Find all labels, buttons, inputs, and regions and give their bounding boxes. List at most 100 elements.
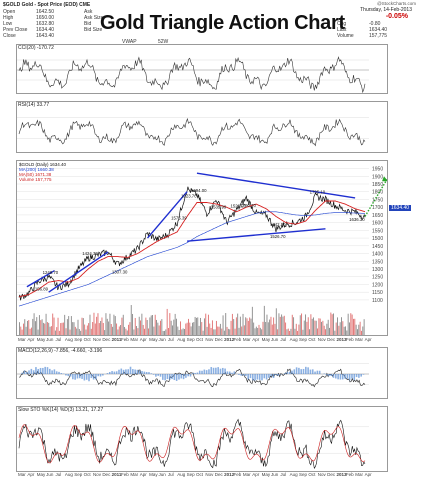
trend-line <box>196 172 356 199</box>
macd-histogram-bar <box>254 374 256 381</box>
volume-bar <box>176 318 177 335</box>
x-tick-label: Apr <box>27 472 35 477</box>
legend-price: $GOLD (Daily) 1634.40 <box>19 162 67 167</box>
macd-histogram-bar <box>307 367 309 374</box>
macd-histogram-bar <box>228 371 231 374</box>
macd-histogram-bar <box>275 374 277 376</box>
stat-last-value: 1634.40 <box>369 27 388 33</box>
volume-bar <box>238 327 240 335</box>
volume-bar <box>50 326 52 335</box>
volume-bar <box>314 320 316 335</box>
x-tick-label: Oct <box>196 337 204 342</box>
volume-bar <box>68 316 70 335</box>
volume-bar <box>275 308 277 335</box>
volume-bar <box>345 326 346 335</box>
volume-bar <box>237 313 239 335</box>
volume-bar <box>93 312 95 335</box>
price-annotation: 1575.39 <box>171 216 187 221</box>
volume-bar <box>81 317 83 335</box>
volume-bar <box>100 321 102 335</box>
volume-bar <box>214 329 216 335</box>
macd-histogram-bar <box>95 374 97 380</box>
volume-bar <box>128 324 130 335</box>
volume-bar <box>254 328 256 335</box>
x-tick-label: Jun <box>46 472 54 477</box>
macd-histogram-bar <box>291 370 293 374</box>
volume-bar <box>215 320 217 335</box>
price-y-tick: 1600 <box>372 221 383 227</box>
volume-bar <box>202 330 204 335</box>
macd-histogram-bar <box>337 374 339 380</box>
volume-bar <box>105 313 107 335</box>
volume-bar <box>329 327 330 335</box>
volume-bar <box>26 320 28 335</box>
x-tick-label: Aug <box>64 337 73 342</box>
macd-histogram-bar <box>53 369 56 374</box>
stat-high-label: High <box>3 15 14 21</box>
volume-bar <box>85 329 87 335</box>
x-tick-label: Aug <box>64 472 73 477</box>
volume-bar <box>309 329 311 335</box>
volume-bar <box>229 329 231 335</box>
volume-bar <box>184 328 185 335</box>
volume-bar <box>350 313 352 335</box>
volume-bar <box>36 317 38 335</box>
price-annotation: 1249.70 <box>43 270 59 275</box>
x-tick-label: Sep <box>299 337 308 342</box>
volume-bar <box>21 329 23 335</box>
volume-bar <box>267 322 269 335</box>
volume-bar <box>294 328 296 335</box>
x-tick-label: Sep <box>299 472 308 477</box>
volume-bar <box>137 328 139 335</box>
volume-bar <box>253 322 255 335</box>
macd-histogram-bar <box>106 373 109 374</box>
x-tick-label: Aug <box>289 472 298 477</box>
macd-histogram-bar <box>58 371 60 374</box>
macd-histogram-bar <box>302 368 305 374</box>
macd-histogram-bar <box>28 370 30 374</box>
macd-histogram-bar <box>332 374 335 378</box>
macd-histogram-bar <box>192 373 194 374</box>
macd-histogram-bar <box>355 374 358 378</box>
volume-bar <box>259 327 261 335</box>
volume-bar <box>161 319 163 335</box>
volume-bar <box>22 323 24 335</box>
volume-bar <box>42 322 44 335</box>
price-y-tick: 1700 <box>372 205 383 211</box>
stat-last-label: Last <box>337 27 347 33</box>
macd-histogram-bar <box>231 372 233 374</box>
macd-histogram-bar <box>166 374 169 380</box>
macd-histogram-bar <box>78 374 81 379</box>
volume-bar <box>298 324 300 335</box>
volume-bar <box>92 322 94 335</box>
price-y-tick: 1650 <box>372 213 383 219</box>
volume-bar <box>154 314 156 335</box>
volume-bar <box>170 320 172 335</box>
volume-bar <box>351 314 353 335</box>
x-tick-label: Oct <box>308 337 316 342</box>
volume-bar <box>362 326 364 335</box>
x-tick-label: Apr <box>364 337 372 342</box>
macd-histogram-bar <box>159 374 162 377</box>
stat-volume-label: Volume <box>337 33 354 39</box>
price-panel: 1950190018501800175017001650160015501500… <box>16 160 388 336</box>
volume-bar <box>301 313 303 335</box>
volume-bar <box>66 319 68 335</box>
volume-bar <box>73 322 75 335</box>
x-tick-label: Jul <box>167 472 174 477</box>
volume-bar <box>306 321 308 335</box>
x-tick-label: Nov <box>92 472 101 477</box>
macd-histogram-bar <box>60 373 63 374</box>
x-tick-label: Jun <box>270 472 279 477</box>
macd-histogram-bar <box>35 367 37 374</box>
volume-bar <box>164 330 165 335</box>
macd-histogram-bar <box>122 369 125 374</box>
volume-bar <box>245 317 247 335</box>
volume-bar <box>53 317 55 335</box>
stat-high-value: 1650.00 <box>36 15 55 21</box>
macd-histogram-bar <box>111 371 113 374</box>
macd-histogram-bar <box>143 371 146 374</box>
volume-bar <box>172 325 173 335</box>
volume-bar <box>112 326 114 335</box>
macd-histogram-bar <box>212 367 215 374</box>
